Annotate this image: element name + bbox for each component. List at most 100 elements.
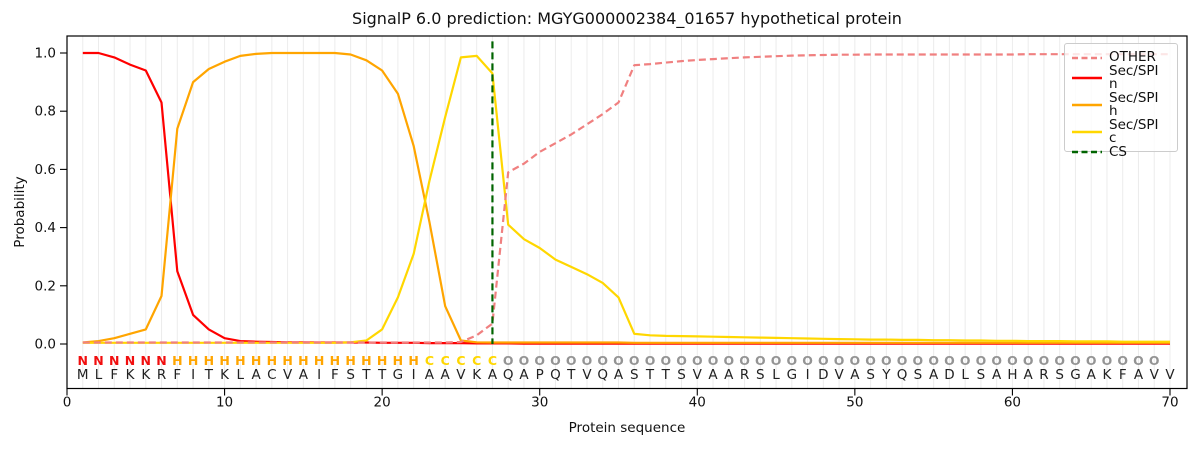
x-tick-label: 50: [846, 395, 863, 411]
region-letter: H: [314, 353, 324, 368]
x-axis-ticks: 0 10 20 30 40 50 60 70: [63, 388, 1179, 411]
region-letter: O: [960, 353, 971, 368]
sequence-letter: P: [536, 367, 544, 383]
sequence-letter: L: [237, 367, 245, 383]
region-letter: O: [928, 353, 939, 368]
sequence-letter: S: [756, 367, 765, 383]
region-letter: O: [582, 353, 593, 368]
region-letter: N: [109, 353, 119, 368]
region-letter: H: [282, 353, 292, 368]
sequence-letter: A: [1087, 367, 1097, 383]
sequence-letter: A: [251, 367, 261, 383]
legend-label: Sec/SPI c: [1109, 116, 1159, 146]
sequence-letter: A: [488, 367, 498, 383]
y-tick-label: 0.4: [35, 220, 56, 236]
x-tick-label: 40: [689, 395, 706, 411]
sequence-letter: S: [1055, 367, 1064, 383]
series-line-sec-spi-h: [82, 51, 1170, 344]
region-letter: O: [629, 353, 640, 368]
sequence-letter: A: [929, 367, 939, 383]
region-letter: O: [818, 353, 829, 368]
sequence-letter: K: [220, 367, 230, 383]
y-tick-label: 0.0: [35, 337, 56, 353]
region-letter: C: [488, 353, 497, 368]
region-letter: O: [613, 353, 624, 368]
chart-legend: OTHER Sec/SPI n Sec/SPI h Sec/SPI c CS: [1064, 43, 1178, 158]
region-letter: O: [739, 353, 750, 368]
legend-item-sec-spi-c: Sec/SPI c: [1072, 116, 1169, 146]
sequence-letter: I: [317, 367, 321, 383]
region-letter: H: [298, 353, 308, 368]
x-tick-label: 70: [1161, 395, 1178, 411]
sequence-letter: S: [630, 367, 639, 383]
region-letter: O: [1133, 353, 1144, 368]
sequence-letter: T: [361, 367, 371, 383]
region-letter: H: [377, 353, 387, 368]
legend-item-sec-spi-h: Sec/SPI h: [1072, 91, 1169, 119]
region-letter: N: [141, 353, 151, 368]
sequence-letter: Q: [503, 367, 514, 383]
sequence-letter: K: [1103, 367, 1113, 383]
sequence-letter: Q: [897, 367, 908, 383]
region-letter: N: [93, 353, 103, 368]
y-tick-label: 0.6: [35, 162, 56, 178]
region-letter: O: [1117, 353, 1128, 368]
region-letter: O: [913, 353, 924, 368]
sequence-letter: F: [110, 367, 118, 383]
legend-line-sample: [1072, 130, 1102, 134]
region-letter: O: [660, 353, 671, 368]
legend-label: OTHER: [1109, 49, 1156, 65]
region-letter: O: [850, 353, 861, 368]
sequence-letter: A: [1024, 367, 1034, 383]
y-tick-label: 0.8: [35, 104, 56, 120]
sequence-letter: T: [204, 367, 214, 383]
region-letter: O: [897, 353, 908, 368]
sequence-letter: A: [519, 367, 529, 383]
x-tick-label: 30: [531, 395, 548, 411]
region-letter: O: [645, 353, 656, 368]
region-letter: H: [235, 353, 245, 368]
region-letter: H: [330, 353, 340, 368]
region-letter: O: [676, 353, 687, 368]
region-letter: H: [267, 353, 277, 368]
region-letter: O: [534, 353, 545, 368]
region-letter: C: [425, 353, 434, 368]
sequence-letter: T: [645, 367, 655, 383]
sequence-letter: A: [1134, 367, 1144, 383]
region-letter: O: [834, 353, 845, 368]
region-letter: O: [1086, 353, 1097, 368]
sequence-letter: S: [346, 367, 355, 383]
region-letter: O: [771, 353, 782, 368]
legend-line-sample: [1072, 151, 1102, 154]
region-letter: O: [976, 353, 987, 368]
region-letter: O: [708, 353, 719, 368]
region-letter: O: [991, 353, 1002, 368]
sequence-letter: K: [126, 367, 136, 383]
sequence-letter: V: [834, 367, 844, 383]
sequence-letter: A: [425, 367, 435, 383]
sequence-letter: V: [693, 367, 703, 383]
legend-item-cs: CS: [1072, 143, 1169, 160]
y-axis-label: Probability: [12, 176, 28, 248]
sequence-letter: L: [961, 367, 969, 383]
x-tick-label: 0: [63, 395, 72, 411]
sequence-letter: K: [141, 367, 151, 383]
region-letter: H: [204, 353, 214, 368]
legend-label: Sec/SPI n: [1109, 62, 1159, 92]
region-letter: O: [597, 353, 608, 368]
region-letter: O: [865, 353, 876, 368]
region-letter: H: [251, 353, 261, 368]
region-letter: H: [408, 353, 418, 368]
sequence-letter: S: [866, 367, 875, 383]
legend-line-sample: [1072, 56, 1102, 59]
legend-label: CS: [1109, 143, 1127, 160]
sequence-letter: F: [173, 367, 181, 383]
sequence-letter: F: [1119, 367, 1127, 383]
region-letter: O: [1023, 353, 1034, 368]
sequence-letter: M: [77, 367, 89, 383]
y-tick-label: 0.2: [35, 278, 56, 294]
sequence-letter: Q: [550, 367, 561, 383]
